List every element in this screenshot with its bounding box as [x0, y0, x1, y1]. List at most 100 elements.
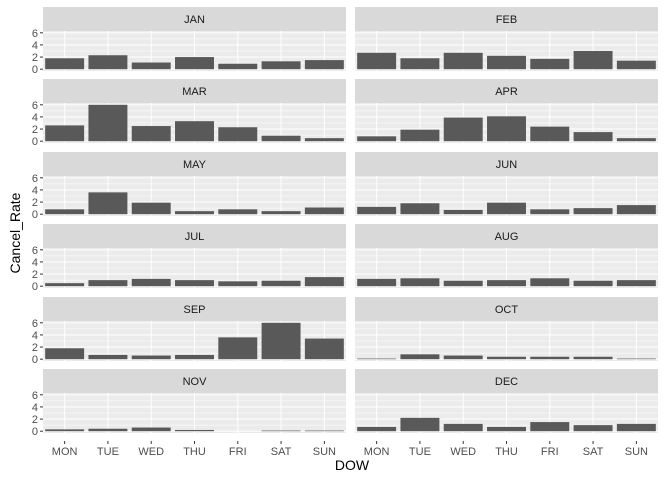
bar-oct-sat — [573, 356, 613, 360]
bar-aug-sun — [616, 280, 656, 287]
bar-aug-mon — [357, 278, 397, 287]
x-tick-label-wed: WED — [450, 446, 476, 458]
x-tick-label-fri: FRI — [229, 446, 247, 458]
bar-may-tue — [88, 192, 128, 215]
bar-aug-tue — [400, 278, 440, 287]
bar-may-thu — [175, 211, 214, 215]
bar-oct-thu — [487, 356, 526, 360]
bar-apr-mon — [357, 136, 397, 142]
bar-oct-wed — [443, 355, 483, 360]
facet-strip — [43, 152, 346, 176]
facet-strip — [43, 369, 346, 393]
bar-feb-sat — [573, 51, 613, 70]
facet-strip — [355, 369, 658, 393]
x-tick-label-thu: THU — [183, 446, 206, 458]
facet-strip — [355, 7, 658, 31]
bar-jan-mon — [45, 58, 85, 70]
bar-feb-tue — [400, 58, 440, 70]
y-tick-label: 4 — [32, 112, 38, 124]
bar-jun-tue — [400, 203, 440, 215]
bar-may-wed — [131, 202, 171, 215]
bar-may-sat — [261, 211, 301, 215]
bar-sep-tue — [88, 354, 128, 360]
y-tick-label: 0 — [32, 281, 38, 293]
y-tick-label: 0 — [32, 426, 38, 438]
facet-panel-dec: DEC — [355, 369, 658, 433]
facet-strip-label: FEB — [496, 14, 517, 26]
facet-strip — [355, 224, 658, 248]
y-tick-label: 6 — [32, 390, 38, 402]
bar-oct-fri — [530, 356, 570, 360]
bar-dec-fri — [530, 422, 570, 432]
facet-strip-label: JUL — [185, 231, 205, 243]
x-tick-label-thu: THU — [495, 446, 518, 458]
y-tick-label: 2 — [32, 197, 38, 209]
x-axis-title: DOW — [335, 457, 370, 473]
bar-dec-sat — [573, 425, 613, 432]
bar-sep-fri — [218, 337, 258, 360]
x-tick-label-sun: SUN — [313, 446, 336, 458]
facet-panel-oct: OCT — [355, 297, 658, 361]
bar-jun-sat — [573, 208, 613, 215]
facet-strip — [355, 152, 658, 176]
y-tick-label: 4 — [32, 185, 38, 197]
bar-nov-sun — [304, 430, 344, 432]
bar-jan-tue — [88, 55, 128, 70]
facet-strip-label: MAY — [183, 159, 207, 171]
bar-sep-sat — [261, 322, 301, 360]
bar-nov-tue — [88, 428, 128, 432]
bar-apr-sun — [616, 138, 656, 142]
bar-aug-fri — [530, 278, 570, 287]
bar-feb-mon — [357, 52, 397, 70]
x-tick-label-mon: MON — [52, 446, 78, 458]
bar-dec-mon — [357, 426, 397, 432]
facet-strip — [355, 297, 658, 321]
facet-strip-label: SEP — [183, 304, 205, 316]
facet-strip — [43, 297, 346, 321]
x-tick-label-sat: SAT — [271, 446, 292, 458]
bar-may-fri — [218, 209, 258, 215]
bar-dec-tue — [400, 417, 440, 432]
x-tick-label-sun: SUN — [625, 446, 648, 458]
bar-oct-mon — [357, 358, 397, 360]
bar-mar-mon — [45, 125, 85, 142]
bar-apr-fri — [530, 126, 570, 142]
bar-jul-mon — [45, 283, 85, 287]
bar-apr-sat — [573, 132, 613, 142]
y-tick-label: 6 — [32, 318, 38, 330]
facet-strip-label: JUN — [496, 159, 517, 171]
bar-oct-sun — [616, 358, 656, 360]
x-tick-labels: MON TUE WED THU FRI SAT SUN MON TUE WED THU FRI SAT S… — [52, 441, 648, 458]
facet-strip — [43, 224, 346, 248]
y-tick-label: 4 — [32, 402, 38, 414]
bar-jul-tue — [88, 280, 128, 287]
x-tick-label-wed: WED — [138, 446, 164, 458]
bar-jul-fri — [218, 281, 258, 287]
y-tick-label: 6 — [32, 100, 38, 112]
bar-mar-sat — [261, 135, 301, 142]
bar-aug-wed — [443, 280, 483, 287]
y-tick-label: 0 — [32, 354, 38, 366]
y-tick-label: 2 — [32, 414, 38, 426]
x-tick-label-tue: TUE — [409, 446, 431, 458]
y-tick-label: 4 — [32, 257, 38, 269]
facet-strip-label: OCT — [495, 304, 519, 316]
x-tick-label-fri: FRI — [541, 446, 559, 458]
bar-jan-wed — [131, 62, 171, 70]
bar-jun-sun — [616, 205, 656, 215]
y-tick-label: 2 — [32, 342, 38, 354]
facet-strip-label: MAR — [182, 86, 207, 98]
bar-jul-thu — [175, 280, 214, 287]
y-tick-label: 4 — [32, 330, 38, 342]
bar-jun-mon — [357, 206, 397, 215]
y-tick-label: 2 — [32, 52, 38, 64]
facet-panel-jun: JUN — [355, 152, 658, 216]
bar-feb-sun — [616, 60, 656, 70]
bar-dec-wed — [443, 423, 483, 432]
bar-jun-wed — [443, 209, 483, 215]
